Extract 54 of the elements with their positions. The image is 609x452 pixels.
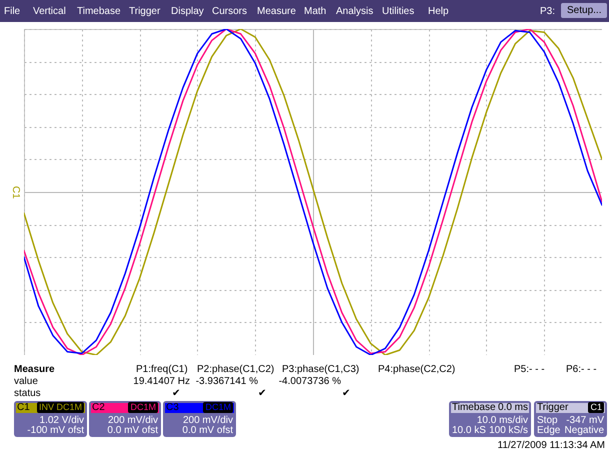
text: Utilities [382,6,414,17]
text: -100 mV ofst [27,425,84,436]
text: 10.0 kS [452,425,486,436]
text: Help [428,6,449,17]
text: status [14,388,41,399]
text: Negative [564,425,604,436]
text: P3: [540,6,556,17]
text: P4:phase(C2,C2) [378,364,456,375]
text: 200 mV/div [108,415,158,426]
text: C3 [166,402,179,413]
text: Edge [537,425,560,436]
text: Display [171,6,204,17]
text: DC1M [128,402,158,413]
text: -347 mV [566,415,604,426]
text: P2:phase(C1,C2) [197,364,274,375]
text: 0.0 mV ofst [107,425,158,436]
text: 0.0 ms [498,402,528,413]
text: Trigger [129,6,160,17]
text: Timebase [77,6,121,17]
text: P5:- - - [514,364,545,375]
text: 1.02 V/div [40,415,84,426]
text: C1 [17,402,30,413]
text: -3.9367141 % [196,376,258,387]
text: C1 [10,186,21,199]
text: Measure [257,6,296,17]
text: Vertical [33,6,66,17]
text: Math [304,6,326,17]
text: C1 [588,402,604,413]
text: File [4,6,20,17]
text: P6:- - - [566,364,597,375]
text: Analysis [336,6,374,17]
text: INV [36,402,56,413]
text: 10.0 ms/div [476,415,528,426]
text: DC1M [203,402,233,413]
text: P1:freq(C1) [136,364,188,375]
text: Setup... [561,3,608,18]
text: Trigger [537,402,568,413]
text: 100 kS/s [489,425,528,436]
text: C2 [92,402,105,413]
text: Stop [537,415,558,426]
text: ✔ [258,388,266,399]
text: 11/27/2009 11:13:34 AM [498,440,605,451]
text: DC1M [54,402,84,413]
text: ✔ [342,388,350,399]
text: ✔ [172,388,180,399]
text: Cursors [212,6,248,17]
text: 0.0 mV ofst [182,425,233,436]
text: Measure [14,364,55,375]
text: 200 mV/div [182,415,233,426]
text: Timebase [452,402,496,413]
text: -4.0073736 % [278,376,341,387]
text: P3:phase(C1,C3) [282,364,360,375]
text: value [14,376,38,387]
text: 19.41407 Hz [133,376,190,387]
